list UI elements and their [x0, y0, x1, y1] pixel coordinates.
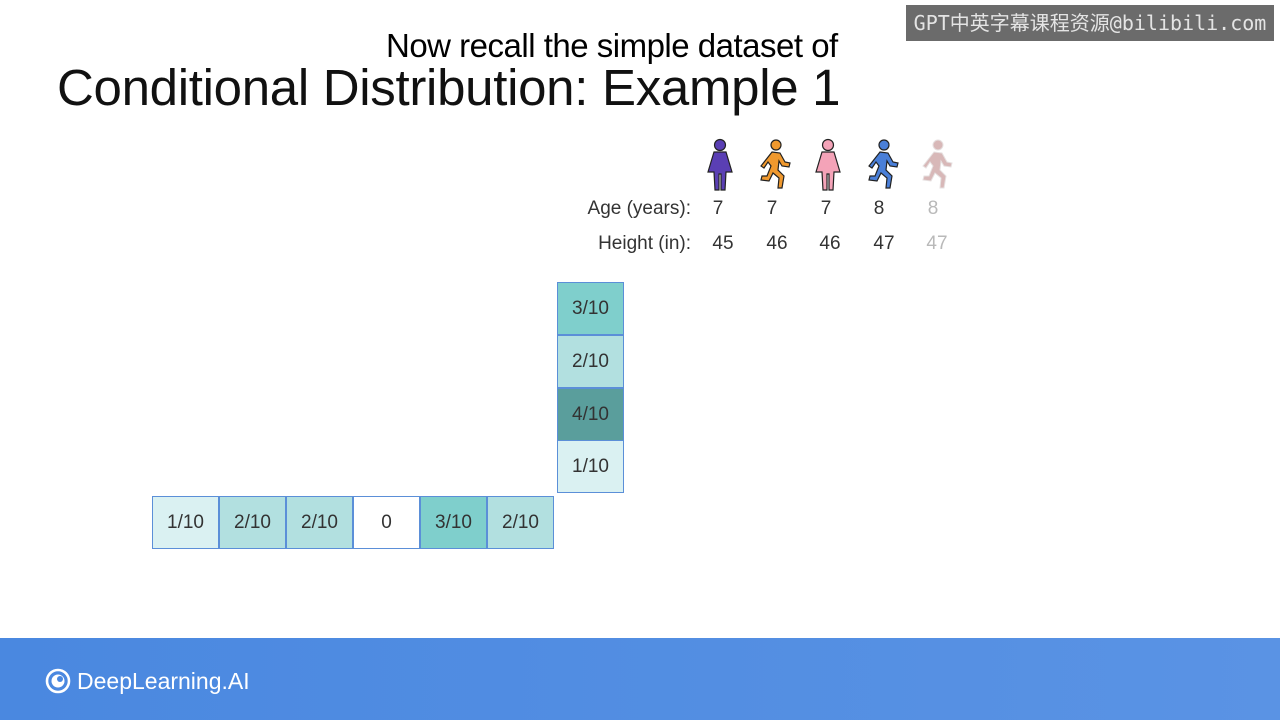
height-value: 47 [926, 233, 948, 254]
slide-title: Conditional Distribution: Example 1 [57, 59, 841, 116]
age-value: 8 [873, 198, 885, 219]
column-cell: 4/10 [557, 388, 624, 441]
row-cell: 2/10 [286, 496, 353, 549]
people-figures [690, 138, 970, 194]
height-value: 45 [712, 233, 734, 254]
age-label: Age (years): [587, 198, 691, 219]
age-value: 8 [927, 198, 939, 219]
height-value: 46 [766, 233, 788, 254]
row-cell: 2/10 [219, 496, 286, 549]
column-cell: 3/10 [557, 282, 624, 335]
age-value: 7 [820, 198, 832, 219]
deeplearning-logo-icon [45, 668, 71, 694]
brand-name: DeepLearning.AI [77, 667, 250, 694]
boy-running-blue-icon [862, 138, 902, 192]
footer-bar [0, 638, 1280, 720]
row-cell: 0 [353, 496, 420, 549]
row-cell: 3/10 [420, 496, 487, 549]
column-cell: 2/10 [557, 335, 624, 388]
column-cell: 1/10 [557, 440, 624, 493]
brand-logo: DeepLearning.AI [45, 667, 250, 695]
age-value: 7 [712, 198, 724, 219]
girl-pink-icon [808, 138, 848, 192]
girl-purple-icon [700, 138, 740, 192]
height-value: 46 [819, 233, 841, 254]
watermark-banner: GPT中英字幕课程资源@bilibili.com [906, 5, 1274, 41]
row-cell: 2/10 [487, 496, 554, 549]
caption-subtitle: Now recall the simple dataset of [386, 27, 838, 64]
height-value: 47 [873, 233, 895, 254]
height-label: Height (in): [598, 233, 691, 254]
age-value: 7 [766, 198, 778, 219]
row-cell: 1/10 [152, 496, 219, 549]
boy-running-faded-icon [916, 138, 956, 192]
boy-running-orange-icon [754, 138, 794, 192]
